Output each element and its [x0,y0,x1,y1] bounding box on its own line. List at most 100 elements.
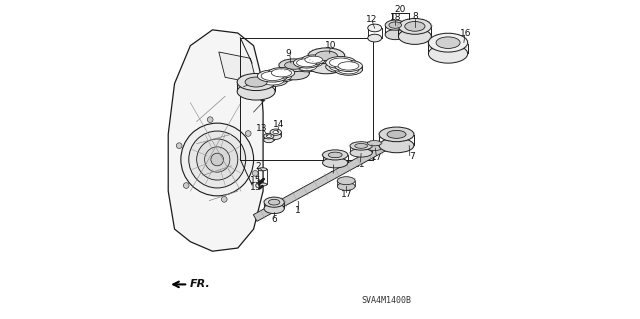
Ellipse shape [264,204,284,214]
Ellipse shape [264,197,284,207]
Text: 20: 20 [395,5,406,14]
Polygon shape [168,30,263,251]
Text: 5: 5 [329,171,335,180]
Text: 18: 18 [390,13,401,22]
Ellipse shape [308,58,345,74]
Ellipse shape [316,51,337,61]
Ellipse shape [387,130,406,138]
Ellipse shape [266,135,271,137]
Ellipse shape [385,30,405,40]
Text: 9: 9 [285,49,291,58]
Ellipse shape [323,158,348,168]
Ellipse shape [279,59,309,72]
Ellipse shape [245,77,267,87]
Ellipse shape [436,37,460,48]
Text: 11: 11 [354,160,365,169]
Ellipse shape [338,65,359,74]
Circle shape [245,131,251,136]
Ellipse shape [293,61,320,72]
Ellipse shape [330,62,352,71]
Ellipse shape [404,21,425,31]
Ellipse shape [355,144,367,148]
Circle shape [205,147,230,172]
Text: 3: 3 [241,81,247,90]
Ellipse shape [261,71,284,81]
Ellipse shape [258,183,267,186]
Ellipse shape [328,152,342,158]
Circle shape [184,183,189,188]
Ellipse shape [301,55,326,64]
Ellipse shape [305,56,323,63]
Ellipse shape [271,73,292,81]
Ellipse shape [308,48,345,64]
Ellipse shape [305,60,323,67]
Text: 19: 19 [250,183,261,192]
Ellipse shape [399,19,431,34]
Ellipse shape [264,137,274,143]
Ellipse shape [337,177,355,185]
Ellipse shape [379,127,414,142]
Ellipse shape [271,69,292,77]
Ellipse shape [428,44,468,63]
Text: 15: 15 [250,175,261,185]
Ellipse shape [367,145,381,151]
Ellipse shape [237,73,275,91]
Ellipse shape [237,83,275,100]
Text: 8: 8 [412,12,418,21]
Ellipse shape [428,33,468,52]
Circle shape [196,139,238,180]
Ellipse shape [326,56,356,69]
Text: 6: 6 [271,215,277,224]
Ellipse shape [335,60,362,71]
Ellipse shape [296,63,317,70]
Text: 12: 12 [365,15,377,24]
Circle shape [181,123,253,196]
Ellipse shape [270,129,282,135]
Ellipse shape [399,29,431,44]
Ellipse shape [379,138,414,153]
Ellipse shape [389,22,401,28]
Circle shape [177,143,182,149]
Ellipse shape [350,149,372,157]
Text: 7: 7 [409,152,415,161]
Text: 4: 4 [260,95,265,104]
Text: 1: 1 [295,206,301,215]
Ellipse shape [270,133,282,139]
Ellipse shape [293,57,320,68]
Polygon shape [253,134,404,221]
Ellipse shape [338,62,359,70]
Text: 17: 17 [340,190,352,199]
Ellipse shape [268,68,294,78]
Ellipse shape [296,59,317,67]
Ellipse shape [350,142,372,150]
Text: 13: 13 [256,124,268,133]
Ellipse shape [385,20,405,30]
Text: 17: 17 [371,153,382,162]
Text: 14: 14 [273,120,285,129]
Ellipse shape [273,130,278,134]
Ellipse shape [257,74,288,86]
Ellipse shape [258,168,267,171]
Text: 2: 2 [255,162,261,171]
Ellipse shape [301,58,326,68]
Ellipse shape [367,141,381,146]
Ellipse shape [337,182,355,190]
Polygon shape [219,52,257,84]
Circle shape [207,117,213,122]
Text: 16: 16 [460,28,472,38]
Circle shape [189,131,246,188]
Circle shape [211,153,223,166]
Text: 10: 10 [325,41,337,50]
Ellipse shape [279,67,309,80]
Circle shape [252,170,258,176]
Ellipse shape [257,70,288,82]
Ellipse shape [368,34,381,42]
Ellipse shape [335,64,362,75]
Circle shape [221,197,227,202]
Ellipse shape [261,76,284,85]
Ellipse shape [285,61,303,69]
Ellipse shape [323,150,348,160]
Ellipse shape [268,71,294,82]
Ellipse shape [268,199,280,205]
Text: SVA4M1400B: SVA4M1400B [361,296,411,305]
